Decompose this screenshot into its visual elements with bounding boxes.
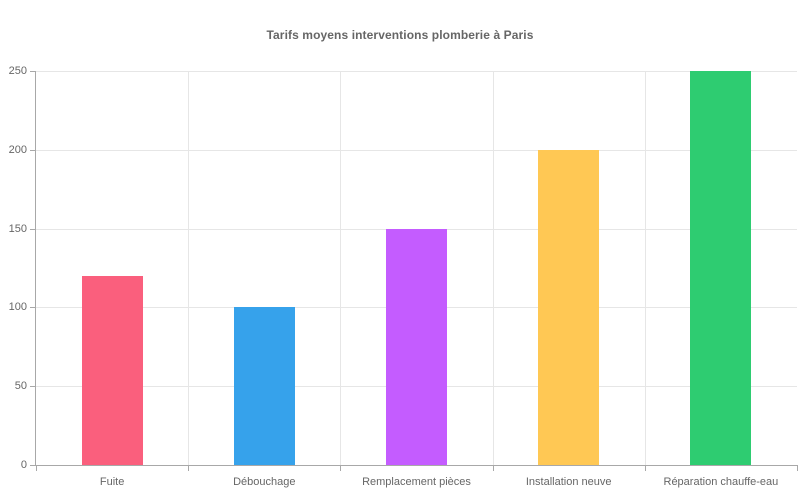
- y-tick-label: 100: [8, 301, 27, 314]
- x-tick-label: Réparation chauffe-eau: [663, 476, 779, 488]
- gridline-horizontal: [36, 71, 797, 72]
- y-tick-mark: [30, 149, 36, 151]
- bar[interactable]: [386, 228, 447, 465]
- x-tick-mark: [493, 465, 494, 471]
- x-axis-line: [36, 465, 797, 466]
- y-tick-label: 150: [8, 222, 27, 235]
- y-tick-label: 0: [20, 459, 27, 471]
- y-axis-line: [35, 71, 36, 465]
- x-tick-label: Remplacement pièces: [362, 476, 471, 488]
- x-tick-mark: [797, 465, 798, 471]
- gridline-vertical: [645, 71, 646, 465]
- x-tick-mark: [36, 465, 37, 471]
- gridline-vertical: [493, 71, 494, 465]
- y-tick-mark: [30, 71, 36, 72]
- bar[interactable]: [82, 275, 143, 465]
- y-tick-label: 200: [8, 143, 27, 156]
- plot-area: [36, 71, 797, 466]
- y-tick-mark: [30, 307, 36, 309]
- gridline-vertical: [188, 71, 189, 465]
- x-tick-mark: [645, 465, 646, 471]
- bar[interactable]: [690, 71, 751, 465]
- x-tick-label: Installation neuve: [525, 476, 612, 488]
- y-axis-tick-labels: 0 50 100 150 200 250: [0, 0, 27, 500]
- x-tick-label: Fuite: [99, 476, 125, 488]
- x-tick-label: Débouchage: [233, 476, 296, 488]
- x-tick-mark: [188, 465, 189, 471]
- chart-title: Tarifs moyens interventions plomberie à …: [266, 28, 534, 42]
- gridline-vertical: [340, 71, 341, 465]
- bar[interactable]: [538, 149, 599, 465]
- x-tick-mark: [340, 465, 341, 471]
- y-tick-mark: [30, 465, 36, 466]
- y-tick-label: 250: [8, 65, 27, 77]
- y-tick-label: 50: [14, 380, 27, 393]
- y-tick-mark: [30, 386, 36, 388]
- y-tick-mark: [30, 228, 36, 230]
- bar[interactable]: [234, 307, 295, 465]
- gridline-horizontal: [36, 149, 797, 151]
